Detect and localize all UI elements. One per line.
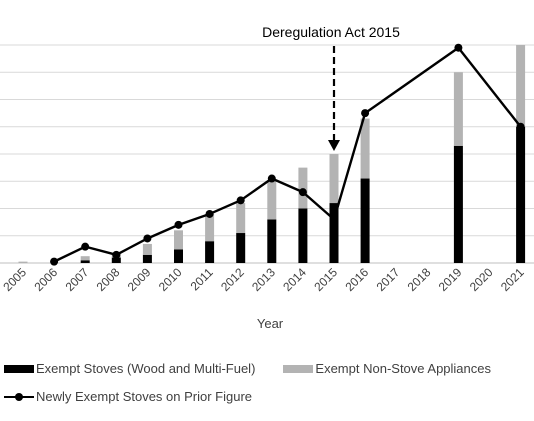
annotation-label: Deregulation Act 2015 xyxy=(262,24,400,40)
bar-non-stove-2014 xyxy=(298,167,308,209)
line-point-2013 xyxy=(267,174,276,183)
legend-label-non-stove: Exempt Non-Stove Appliances xyxy=(315,361,492,376)
line-path xyxy=(53,46,522,263)
x-tick-label: 2018 xyxy=(405,265,434,294)
x-tick-label: 2019 xyxy=(436,265,465,294)
line-series xyxy=(50,43,525,266)
x-tick-label: 2005 xyxy=(0,265,29,294)
bar-stoves-2008 xyxy=(111,257,121,263)
x-tick-label: 2012 xyxy=(218,265,247,294)
legend-label-line: Newly Exempt Stoves on Prior Figure xyxy=(36,389,253,404)
bar-stoves-2013 xyxy=(267,219,277,263)
bar-non-stove-2011 xyxy=(205,213,215,242)
bar-stoves-2019 xyxy=(453,145,463,263)
bar-stoves-2009 xyxy=(142,254,152,263)
bar-non-stove-2013 xyxy=(267,181,277,220)
bar-non-stove-2015 xyxy=(329,154,339,204)
x-tick-label: 2020 xyxy=(467,265,496,294)
bar-non-stove-2019 xyxy=(453,72,463,146)
legend-swatch-stoves xyxy=(4,364,34,373)
bar-stoves-2011 xyxy=(205,241,215,263)
x-tick-labels: 2005 2006 2007 2008 2009 2010 2011 2012 2013 2014… xyxy=(0,265,527,294)
x-tick-label: 2015 xyxy=(311,265,340,294)
legend-row-1: Exempt Stoves (Wood and Multi-Fuel) Exem… xyxy=(4,361,491,376)
legend-swatch-line xyxy=(4,392,34,402)
line-point-2016 xyxy=(361,109,370,118)
gridlines xyxy=(0,44,534,264)
line-point-2014 xyxy=(298,188,307,197)
line-point-2021 xyxy=(516,122,525,131)
x-tick-label: 2006 xyxy=(31,265,60,294)
x-tick-label: 2007 xyxy=(63,265,92,294)
bar-non-stove-2007 xyxy=(80,256,90,261)
line-point-2009 xyxy=(143,234,152,243)
bar-non-stove-2021 xyxy=(516,45,526,127)
x-tick-label: 2017 xyxy=(374,265,403,294)
bar-stoves-2007 xyxy=(80,260,90,263)
bar-stoves-2012 xyxy=(236,233,246,263)
legend-label-stoves: Exempt Stoves (Wood and Multi-Fuel) xyxy=(36,361,256,376)
bar-stoves-2016 xyxy=(360,178,370,263)
bar-non-stove-2005 xyxy=(18,261,28,263)
bar-series xyxy=(18,45,526,263)
x-tick-label: 2013 xyxy=(249,265,278,294)
bar-stoves-2015 xyxy=(329,203,339,263)
line-point-2007 xyxy=(81,242,90,251)
x-tick-label: 2010 xyxy=(156,265,185,294)
bar-non-stove-2012 xyxy=(236,203,246,234)
x-tick-label: 2008 xyxy=(94,265,123,294)
line-point-2012 xyxy=(236,196,245,205)
x-tick-label: 2009 xyxy=(125,265,154,294)
line-point-2011 xyxy=(205,209,214,218)
line-point-2015 xyxy=(330,215,338,224)
bar-non-stove-2009 xyxy=(142,243,152,255)
line-point-2019 xyxy=(454,43,463,52)
annotation-arrowhead xyxy=(328,140,340,151)
x-tick-label: 2014 xyxy=(280,265,309,294)
x-tick-label: 2016 xyxy=(342,265,371,294)
line-point-2008 xyxy=(112,250,121,259)
bar-stoves-2014 xyxy=(298,208,308,263)
x-axis-label: Year xyxy=(257,316,284,331)
legend-row-2: Newly Exempt Stoves on Prior Figure xyxy=(4,389,252,404)
bar-stoves-2021 xyxy=(516,126,526,263)
line-point-2006 xyxy=(50,257,59,266)
bar-stoves-2010 xyxy=(174,249,183,263)
bar-non-stove-2010 xyxy=(174,230,183,250)
bar-non-stove-2016 xyxy=(360,118,370,179)
legend-swatch-non-stove xyxy=(283,364,314,373)
x-tick-label: 2021 xyxy=(498,265,527,294)
line-point-2010 xyxy=(174,220,183,229)
x-tick-label: 2011 xyxy=(188,265,216,293)
